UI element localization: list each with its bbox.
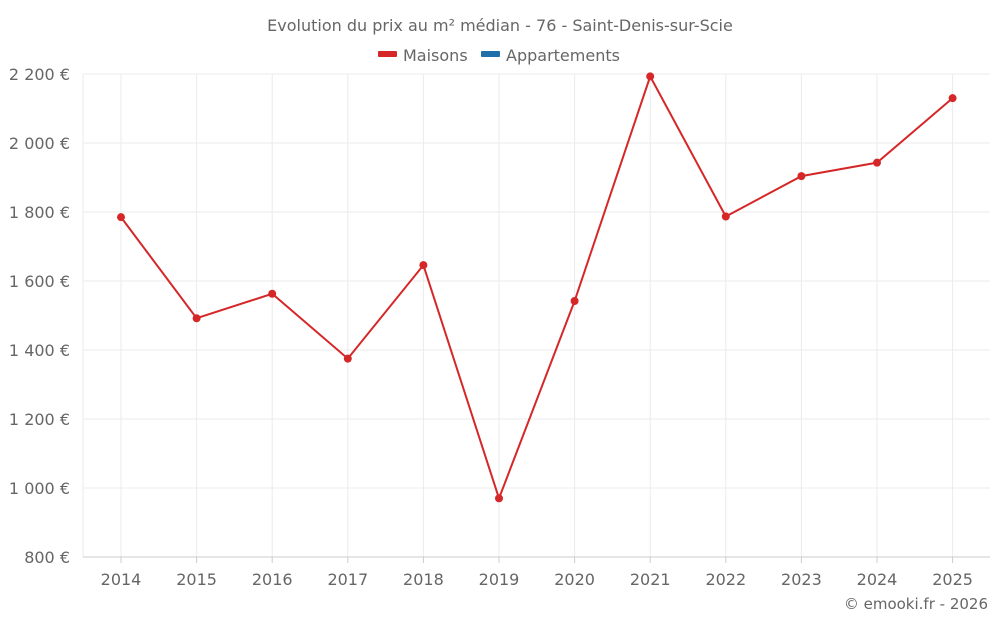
y-tick-label: 1 400 € xyxy=(9,341,70,360)
x-tick-label: 2017 xyxy=(327,570,368,589)
data-point[interactable] xyxy=(268,289,277,298)
chart-axes xyxy=(83,556,990,563)
data-point[interactable] xyxy=(117,213,125,222)
x-tick-label: 2020 xyxy=(554,570,595,589)
data-point[interactable] xyxy=(192,314,201,323)
y-tick-label: 2 000 € xyxy=(9,134,70,153)
data-point[interactable] xyxy=(570,297,579,306)
data-point[interactable] xyxy=(873,158,881,167)
x-tick-label: 2021 xyxy=(630,570,671,589)
x-tick-label: 2024 xyxy=(857,570,898,589)
x-tick-label: 2025 xyxy=(932,570,973,589)
data-point[interactable] xyxy=(343,354,352,363)
data-point[interactable] xyxy=(797,172,806,181)
x-tick-label: 2014 xyxy=(101,570,142,589)
y-tick-label: 1 000 € xyxy=(9,479,70,498)
legend-item-appartements[interactable]: Appartements xyxy=(481,46,620,65)
data-point[interactable] xyxy=(419,261,428,270)
x-tick-label: 2018 xyxy=(403,570,444,589)
y-tick-label: 2 200 € xyxy=(9,65,70,84)
x-tick-label: 2016 xyxy=(252,570,293,589)
y-tick-label: 1 800 € xyxy=(9,203,70,222)
chart-grid xyxy=(82,73,990,557)
data-point[interactable] xyxy=(721,212,730,221)
x-tick-label: 2019 xyxy=(479,570,520,589)
legend-label: Appartements xyxy=(506,46,620,65)
legend-swatch xyxy=(481,51,500,57)
y-tick-label: 1 600 € xyxy=(9,272,70,291)
y-axis-ticks: 800 € 1 000 € 1 200 € 1 400 € 1 600 € 1 800 €… xyxy=(9,65,70,567)
data-point[interactable] xyxy=(646,72,655,81)
x-tick-label: 2015 xyxy=(176,570,217,589)
data-point[interactable] xyxy=(948,94,957,103)
y-tick-label: 800 € xyxy=(24,548,70,567)
y-tick-label: 1 200 € xyxy=(9,410,70,429)
x-axis-ticks: 2014 2015 2016 2017 2018 2019 2020 2021 2022 2023… xyxy=(101,570,973,589)
chart-credit: © emooki.fr - 2026 xyxy=(844,595,988,613)
x-tick-label: 2022 xyxy=(705,570,746,589)
data-point[interactable] xyxy=(495,494,503,503)
chart-title: Evolution du prix au m² médian - 76 - Sa… xyxy=(267,16,733,35)
series-line-maisons xyxy=(120,73,954,502)
chart-series xyxy=(117,72,957,503)
chart-legend: Maisons Appartements xyxy=(378,46,620,65)
x-tick-label: 2023 xyxy=(781,570,822,589)
legend-swatch xyxy=(378,51,397,57)
legend-item-maisons[interactable]: Maisons xyxy=(378,46,468,65)
legend-label: Maisons xyxy=(403,46,468,65)
